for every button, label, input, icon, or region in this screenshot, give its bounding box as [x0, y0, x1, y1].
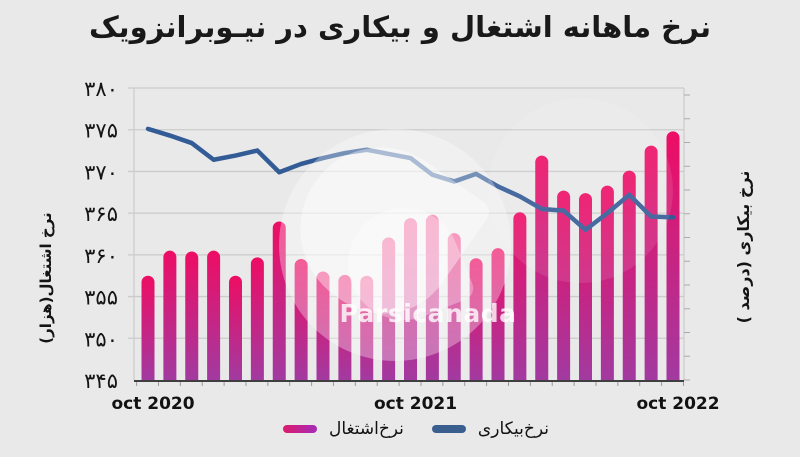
x-tick-label: oct 2022 [636, 394, 719, 414]
bar [272, 221, 286, 380]
y-tick-labels: ۳۴۵ ۳۵۰ ۳۵۵ ۳۶۰ ۳۶۵ ۳۷۰ ۳۷۵ ۳۸۰ [84, 77, 118, 393]
unemployment-line [145, 126, 676, 233]
bar [557, 190, 571, 380]
bar [579, 193, 592, 380]
legend: نرخ‌اشتغال نرخ‌بیکاری [283, 419, 549, 439]
bar [644, 145, 658, 380]
x-tick-label: oct 2020 [111, 394, 194, 414]
y-tick-label: ۳۴۵ [84, 369, 118, 393]
y-tick-label: ۳۶۰ [84, 244, 118, 268]
y-tick-label: ۳۷۵ [84, 119, 118, 143]
bar [229, 275, 242, 380]
employment-swatch [283, 425, 317, 433]
bar [469, 258, 483, 380]
bar [141, 275, 155, 380]
y-tick-label: ۳۸۰ [84, 77, 118, 101]
y-tick-label: ۳۶۵ [84, 202, 118, 226]
bar [338, 274, 352, 380]
y-tick-label: ۳۵۰ [84, 327, 118, 351]
x-tick-label: oct 2021 [374, 394, 457, 414]
bar [185, 251, 199, 380]
bar [666, 131, 680, 380]
y-tick-label: ۳۵۵ [84, 286, 118, 310]
bar [316, 271, 330, 380]
x-tick-labels: oct 2020 oct 2021 oct 2022 [111, 394, 719, 414]
y-tick-label: ۳۷۰ [84, 160, 118, 184]
bar [535, 155, 549, 380]
right-axis-ticks [684, 94, 690, 381]
bar [207, 250, 221, 380]
bar [491, 248, 505, 380]
unemployment-legend-label: نرخ‌بیکاری [477, 419, 549, 439]
legend-item-employment: نرخ‌اشتغال [283, 419, 404, 439]
bar [294, 259, 308, 380]
employment-bars [141, 131, 680, 380]
legend-item-unemployment: نرخ‌بیکاری [431, 419, 549, 439]
bar [513, 212, 527, 380]
bar [163, 250, 177, 380]
bar [425, 214, 439, 380]
bar [382, 237, 396, 380]
chart-title: نرخ ماهانه اشتغال و بیکاری در نیـوبرانزو… [88, 10, 712, 44]
bar [250, 257, 264, 380]
bar [404, 218, 417, 380]
bar [600, 185, 614, 380]
bar [622, 170, 636, 380]
bar [360, 275, 374, 380]
unemployment-swatch [431, 425, 466, 433]
x-axis-ticks [136, 382, 684, 386]
employment-legend-label: نرخ‌اشتغال [329, 419, 404, 439]
bar [447, 233, 461, 380]
